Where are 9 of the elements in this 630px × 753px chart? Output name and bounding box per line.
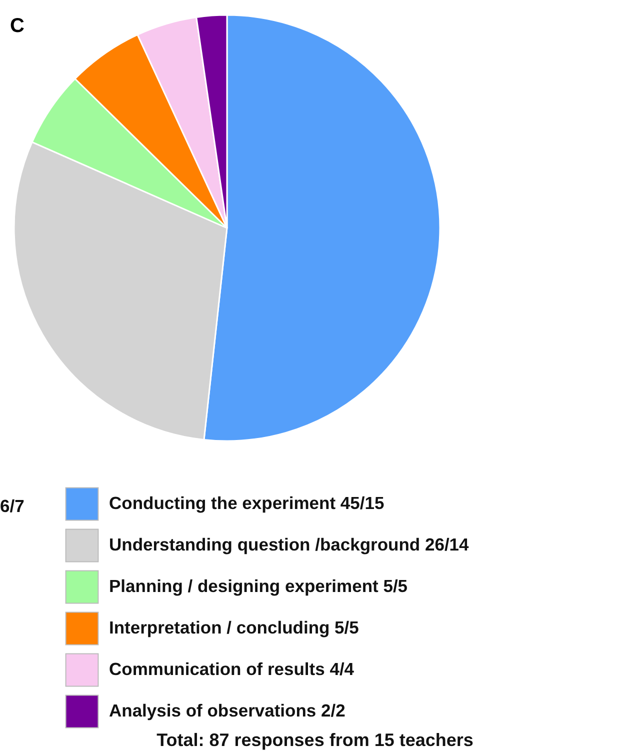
text: 6/7 xyxy=(0,496,24,516)
legend-label: Understanding question /background 26/14 xyxy=(109,534,470,554)
legend-label: Planning / designing experiment 5/5 xyxy=(109,576,408,596)
legend-label: Interpretation / concluding 5/5 xyxy=(109,618,360,638)
chart-title: C xyxy=(10,15,24,37)
legend-label: Analysis of observations 2/2 xyxy=(109,700,346,720)
legend-label: Communication of results 4/4 xyxy=(109,659,354,679)
legend-label: Conducting the experiment 45/15 xyxy=(109,493,384,513)
text: Total: 87 responses from 15 teachers xyxy=(156,730,474,750)
